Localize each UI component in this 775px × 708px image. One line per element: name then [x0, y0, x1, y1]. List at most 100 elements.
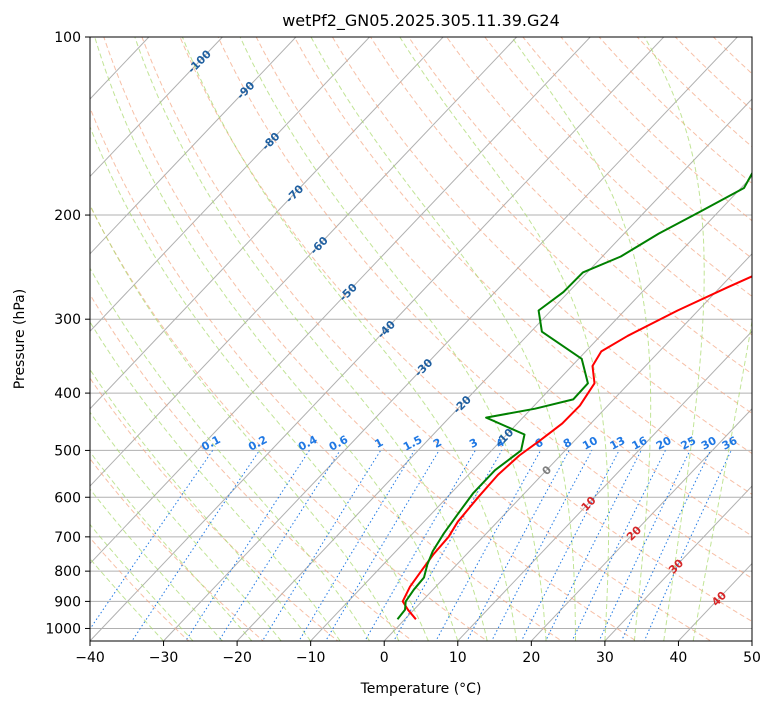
profiles	[396, 171, 752, 620]
isotherm-label: -100	[185, 47, 214, 76]
dry-adiabat	[90, 204, 488, 641]
dry-adiabat	[331, 37, 752, 455]
mixing-ratio-label: 36	[720, 434, 740, 453]
x-tick-label: −40	[75, 650, 105, 666]
y-tick-label: 500	[54, 443, 81, 459]
mixing-ratio-line	[643, 450, 732, 641]
dry-adiabat	[90, 457, 265, 641]
moist-adiabat	[90, 451, 253, 641]
dry-adiabat	[103, 37, 638, 641]
mixing-ratio-label: 16	[630, 434, 650, 453]
dry-adiabat	[712, 37, 752, 75]
mixing-ratio-line	[90, 450, 214, 630]
y-tick-label: 1000	[45, 621, 81, 637]
moist-adiabat	[90, 321, 341, 641]
y-axis-label: Pressure (hPa)	[12, 289, 28, 389]
moist-adiabat	[692, 318, 752, 641]
mixing-ratio-line	[185, 450, 310, 641]
x-tick-label: −20	[222, 650, 252, 666]
dry-adiabat	[750, 37, 752, 39]
dry-adiabat	[217, 37, 752, 579]
moist-adiabat	[90, 125, 429, 641]
dry-adiabat	[674, 37, 752, 111]
mixing-ratio-line	[571, 450, 666, 641]
isotherm-line	[236, 98, 752, 641]
dry-adiabat	[636, 37, 752, 148]
mixing-ratio-label: 13	[608, 434, 628, 453]
mixing-ratio-label: 20	[654, 434, 674, 453]
dry-adiabat	[90, 106, 563, 641]
x-tick-label: 30	[596, 650, 614, 666]
y-tick-label: 700	[54, 530, 81, 546]
moist-adiabat	[90, 523, 194, 641]
chart-title: wetPf2_GN05.2025.305.11.39.G24	[282, 11, 560, 31]
isotherm-line	[383, 253, 752, 641]
isotherm-line	[90, 37, 444, 410]
moist-adiabat	[94, 37, 459, 641]
dry-adiabat	[408, 37, 752, 375]
dry-adiabat	[560, 37, 752, 222]
mixing-ratio-label: 2	[431, 436, 444, 451]
y-tick-label: 600	[54, 490, 81, 506]
mixing-ratio-label: 10	[580, 434, 600, 453]
dewpoint-profile	[396, 171, 752, 620]
isotherm-line	[90, 37, 665, 641]
dry-adiabat	[446, 37, 752, 336]
x-tick-label: 0	[380, 650, 389, 666]
axis-ticks: −40 −30 −20 −10 0 10 20 30 40 50 1000 900 800 700 600 5…	[45, 30, 761, 666]
moist-adiabat	[90, 368, 312, 641]
dry-adiabat	[90, 377, 339, 641]
isotherm-line	[162, 37, 739, 641]
moist-adiabat	[399, 37, 610, 641]
temperature-profile	[401, 275, 752, 620]
moist-adiabat	[90, 267, 370, 641]
mixing-ratio-line	[131, 450, 260, 641]
moist-adiabat	[90, 557, 164, 641]
dry-adiabat	[179, 37, 752, 622]
isotherm-line	[604, 485, 752, 641]
dry-adiabat	[90, 293, 414, 641]
dry-adiabat	[141, 37, 712, 641]
isotherm-line	[90, 37, 371, 332]
plot-frame	[89, 36, 753, 642]
x-tick-label: 20	[522, 650, 540, 666]
y-tick-label: 400	[54, 386, 81, 402]
isotherm-line	[457, 330, 752, 641]
dry-adiabat	[598, 37, 752, 185]
x-tick-label: 40	[670, 650, 688, 666]
mixing-ratio-line	[325, 450, 440, 641]
isotherm-line	[90, 37, 518, 487]
isotherm-line	[90, 37, 224, 178]
background-lines	[90, 37, 752, 641]
mixing-ratio-line	[520, 450, 620, 641]
mixing-ratio-line	[435, 450, 542, 641]
isotherm-line	[90, 37, 591, 565]
x-tick-label: −30	[149, 650, 179, 666]
mixing-ratio-line	[218, 450, 341, 641]
isotherm-line	[530, 407, 752, 641]
isotherm-line	[90, 37, 297, 255]
moist-adiabat	[134, 37, 488, 641]
y-tick-label: 300	[54, 312, 81, 328]
dry-adiabat	[484, 37, 752, 297]
moist-adiabat	[644, 37, 705, 641]
y-tick-label: 800	[54, 564, 81, 580]
mixing-ratio-line	[364, 450, 476, 641]
mixing-ratio-line	[491, 450, 593, 641]
y-tick-label: 900	[54, 594, 81, 610]
dry-adiabat	[369, 37, 752, 414]
y-tick-label: 100	[54, 30, 81, 46]
isotherm-line	[309, 175, 752, 641]
mixing-ratio-label: 3	[467, 436, 480, 451]
x-axis-label: Temperature (°C)	[360, 681, 482, 697]
mixing-ratio-line	[261, 450, 382, 641]
mixing-ratio-line	[545, 450, 642, 641]
moist-adiabat	[90, 488, 223, 641]
x-tick-label: 10	[449, 650, 467, 666]
moist-adiabat	[181, 37, 518, 641]
mixing-ratio-line	[466, 450, 570, 641]
mixing-ratio-label: 25	[679, 434, 699, 453]
mixing-ratio-line	[298, 450, 415, 641]
dry-adiabat	[255, 37, 752, 537]
